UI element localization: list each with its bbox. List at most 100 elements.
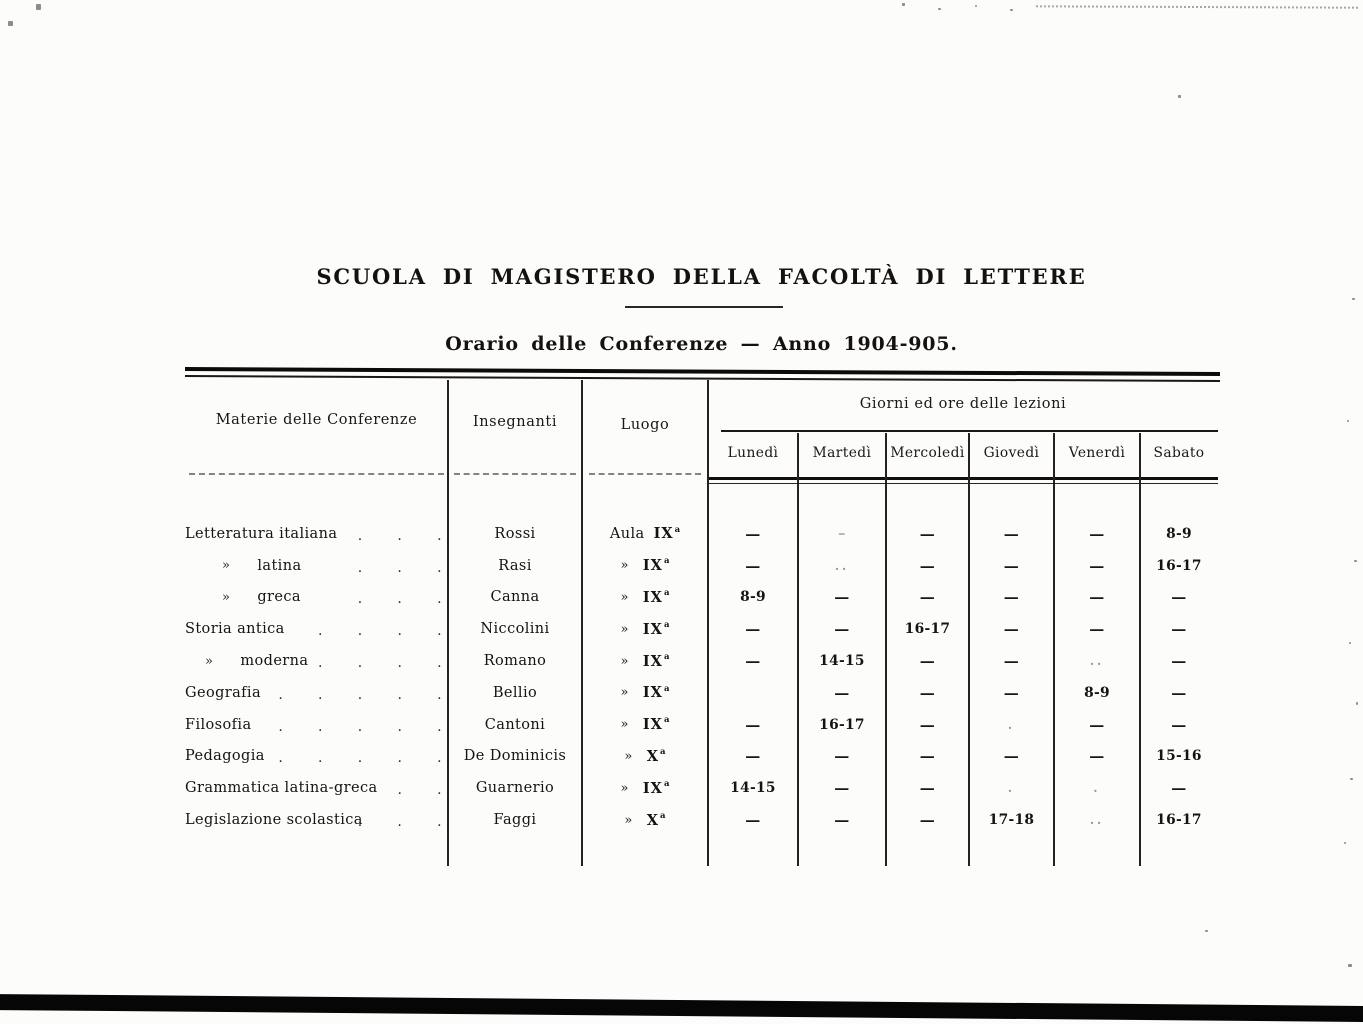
day-header-lunedi: Lunedì: [727, 445, 779, 461]
place-ditto: »: [624, 812, 633, 828]
teacher-cell: Rasi: [448, 550, 582, 582]
day-cell: —: [886, 677, 969, 709]
place-cell: » IXa: [582, 772, 708, 804]
no-lesson-dash: —: [919, 715, 936, 734]
day-cell: ..: [798, 550, 886, 582]
subject-cell: » greca . . .: [185, 582, 448, 614]
day-header-giovedi: Giovedì: [983, 445, 1040, 461]
day-separator: [1139, 433, 1141, 866]
teacher-label: Guarnerio: [475, 780, 555, 797]
column-separator: [447, 380, 449, 866]
no-lesson-dash: —: [834, 811, 850, 830]
place-cell: Aula IXa: [582, 518, 708, 550]
day-cell: —: [1054, 550, 1140, 582]
subject-label: Storia antica: [185, 621, 285, 638]
teacher-cell: Guarnerio: [448, 772, 582, 804]
faint-mark: ..: [1089, 813, 1105, 828]
day-cell: —: [886, 582, 969, 614]
day-cell: —: [886, 518, 969, 550]
teacher-cell: Niccolini: [448, 613, 582, 645]
no-lesson-dash: —: [1003, 588, 1020, 607]
day-cell: 16-17: [1140, 804, 1218, 836]
no-lesson-dash: —: [1171, 620, 1187, 639]
day-cell: —: [969, 645, 1054, 677]
room-superscript: a: [674, 524, 682, 535]
dot-leader: . . . .: [318, 623, 442, 640]
no-lesson-dash: —: [834, 779, 850, 798]
no-lesson-dash: —: [745, 652, 761, 671]
table-row: Letteratura italiana . . . Rossi Aula IXa — – —…: [185, 518, 1218, 550]
day-cell: —: [1140, 582, 1218, 614]
time-value: 8-9: [1166, 525, 1192, 542]
column-header-subject: Materie delle Conferenze: [215, 412, 418, 428]
no-lesson-dash: —: [834, 620, 850, 639]
day-cell: —: [798, 613, 886, 645]
place-header-underline: [589, 473, 701, 475]
teacher-header-underline: [454, 473, 576, 475]
table-row: Pedagogia . . . . . De Dominicis » Xa — — — — — 15…: [185, 741, 1218, 773]
subject-cell: » latina . . .: [185, 550, 448, 582]
no-lesson-dash: —: [919, 652, 936, 671]
day-separator: [1053, 433, 1055, 866]
place-cell: » IXa: [582, 550, 708, 582]
day-cell: 17-18: [969, 804, 1054, 836]
column-separator: [581, 380, 583, 866]
day-cell: 14-15: [798, 645, 886, 677]
day-cell: —: [798, 677, 886, 709]
dot-leader: . . . . .: [278, 750, 442, 767]
no-lesson-dash: —: [1003, 524, 1020, 543]
day-cell: —: [708, 613, 798, 645]
room-label: IXa: [642, 619, 671, 638]
day-cell: —: [708, 804, 798, 836]
room-label: IXa: [642, 556, 671, 575]
day-cell: —: [886, 772, 969, 804]
room-superscript: a: [663, 556, 671, 567]
dot-leader: . . . . .: [278, 718, 442, 735]
dot-leader: . .: [397, 782, 442, 799]
scan-noise-line: [1035, 5, 1359, 9]
day-cell: —: [886, 804, 969, 836]
room-superscript: a: [660, 810, 667, 821]
time-value: 8-9: [1084, 684, 1110, 701]
room-superscript: a: [663, 651, 671, 662]
no-lesson-dash: —: [1003, 683, 1020, 702]
day-cell: .: [969, 709, 1054, 741]
time-value: 8-9: [740, 589, 766, 606]
document-title: SCUOLA DI MAGISTERO DELLA FACOLTÀ DI LET…: [316, 264, 1087, 289]
subject-cell: » moderna . . . .: [185, 645, 448, 677]
time-value: 16-17: [1156, 812, 1202, 829]
room-superscript: a: [663, 683, 671, 694]
no-lesson-dash: —: [919, 524, 936, 543]
dot-leader: . . .: [357, 591, 442, 608]
document-subtitle: Orario delle Conferenze — Anno 1904-905.: [445, 333, 958, 355]
day-cell: —: [1054, 518, 1140, 550]
room-label: IXa: [642, 651, 671, 670]
place-cell: » IXa: [582, 709, 708, 741]
day-cell: —: [886, 645, 969, 677]
teacher-label: Romano: [483, 653, 547, 670]
room-label: IXa: [642, 588, 671, 606]
teacher-label: Canna: [490, 589, 540, 606]
day-cell: —: [886, 550, 969, 582]
subject-header-underline: [189, 473, 444, 475]
day-separator: [885, 433, 887, 866]
day-cell: 8-9: [1140, 518, 1218, 550]
place-ditto: »: [620, 717, 629, 733]
no-lesson-dash: —: [745, 620, 761, 639]
day-cell: —: [798, 582, 886, 614]
day-cell: 16-17: [886, 613, 969, 645]
day-header-sabato: Sabato: [1153, 445, 1205, 461]
day-cell: —: [1054, 613, 1140, 645]
teacher-cell: De Dominicis: [448, 741, 582, 773]
no-lesson-dash: —: [1089, 715, 1105, 734]
day-cell: .: [1054, 772, 1140, 804]
day-separator: [968, 433, 970, 866]
no-lesson-dash: —: [745, 715, 761, 734]
scan-edge-strip: [0, 994, 1363, 1023]
table-top-rule-2: [184, 375, 1220, 382]
room-superscript: a: [663, 619, 671, 630]
day-cell: —: [886, 741, 969, 773]
time-value: 16-17: [819, 716, 865, 733]
table-row: » greca . . . Canna » IXa 8-9 — — — — —: [185, 582, 1218, 614]
place-cell: » IXa: [582, 582, 708, 614]
